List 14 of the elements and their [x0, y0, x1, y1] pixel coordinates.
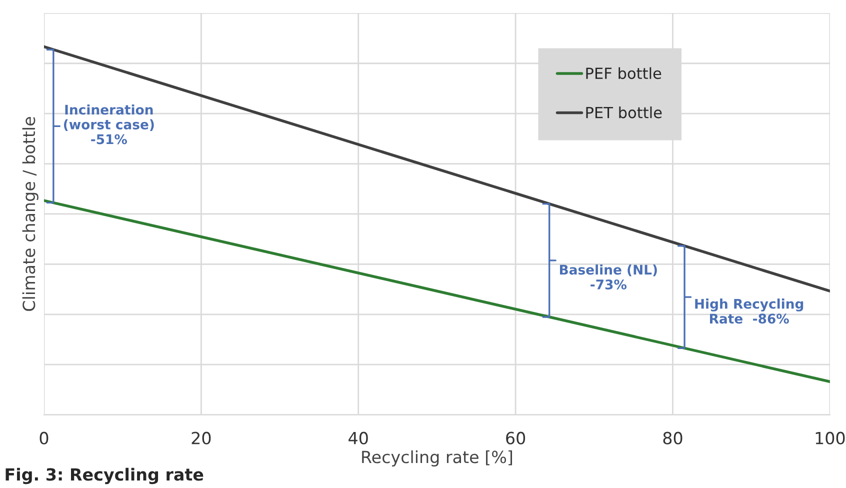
x-tick-label: 100 — [816, 432, 845, 444]
x-tick-label: 60 — [506, 432, 526, 444]
x-tick-label: 0 — [40, 432, 48, 444]
caption: Fig. 3: Recycling rate — [6, 468, 204, 484]
x-tick-label: 80 — [663, 432, 682, 444]
legend-label: PEF bottle — [586, 67, 662, 80]
annotation: Baseline (NL) -73% — [560, 264, 657, 290]
y-axis-title: Climate change / bottle — [22, 117, 38, 311]
x-tick-label: 40 — [348, 432, 368, 444]
annotation: Incineration (worst case) -51% — [64, 104, 154, 144]
annotation: High Recycling Rate -86% — [695, 298, 804, 324]
x-axis-title: Recycling rate [%] — [362, 450, 512, 467]
x-tick-label: 20 — [192, 432, 211, 444]
legend-label: PET bottle — [586, 106, 662, 118]
